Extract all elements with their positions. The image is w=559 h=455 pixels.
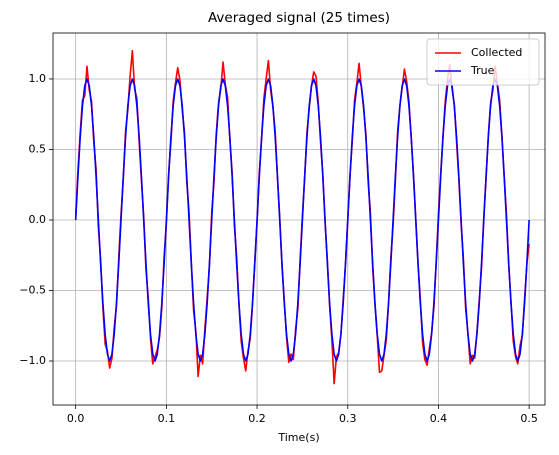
chart-title: Averaged signal (25 times) <box>208 10 390 26</box>
x-tick-label: 0.2 <box>248 412 266 425</box>
x-axis-label: Time(s) <box>277 431 319 444</box>
legend-box <box>426 38 540 86</box>
x-tick-label: 0.0 <box>67 412 85 425</box>
axes-frame <box>52 32 546 406</box>
y-tick-label: −1.0 <box>19 354 46 367</box>
y-tick-label: 1.0 <box>29 72 47 85</box>
y-tick-label: −0.5 <box>19 283 46 296</box>
x-tick-label: 0.5 <box>520 412 538 425</box>
legend-label: True <box>470 64 495 77</box>
legend-label: Collected <box>471 46 522 59</box>
x-tick-label: 0.1 <box>158 412 176 425</box>
data-line <box>74 78 530 362</box>
y-tick-label: 0.0 <box>29 213 47 226</box>
x-tick-label: 0.4 <box>430 412 448 425</box>
x-tick-label: 0.3 <box>339 412 357 425</box>
y-tick-label: 0.5 <box>29 142 47 155</box>
